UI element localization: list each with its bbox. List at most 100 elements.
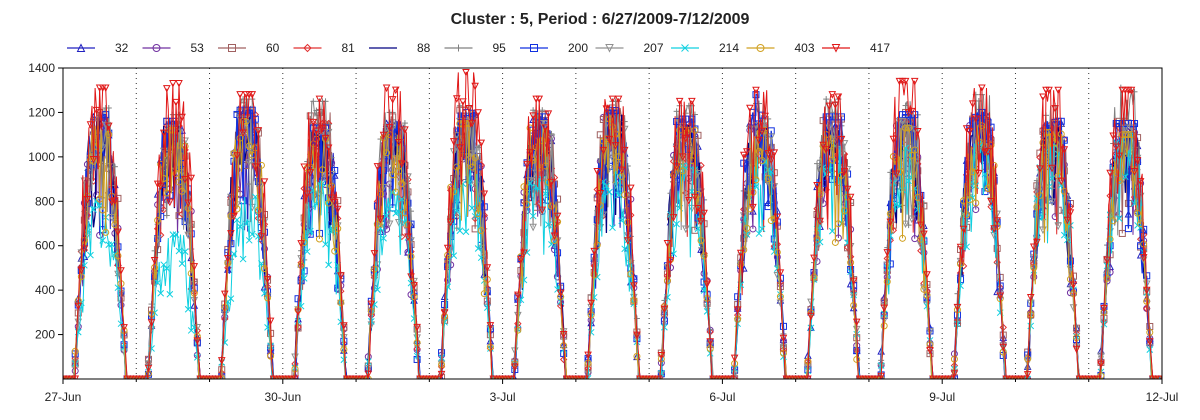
data-point	[899, 186, 906, 194]
data-point	[160, 206, 168, 214]
data-point	[446, 218, 455, 227]
data-point	[1127, 131, 1135, 139]
data-point	[880, 304, 889, 313]
data-point	[758, 127, 766, 136]
data-point	[154, 279, 161, 287]
data-point	[1039, 139, 1047, 147]
data-point	[382, 84, 391, 93]
data-point	[169, 231, 177, 238]
data-point	[227, 230, 235, 238]
data-point	[590, 271, 598, 279]
data-point	[1137, 220, 1145, 228]
legend-label: 200	[568, 41, 588, 55]
data-point	[547, 202, 555, 210]
data-point	[471, 154, 479, 162]
data-point	[584, 351, 592, 360]
data-point	[230, 250, 238, 258]
data-point	[603, 178, 610, 185]
data-point	[620, 125, 629, 134]
data-point	[434, 375, 443, 379]
data-point	[227, 240, 235, 248]
data-point	[599, 211, 608, 220]
data-point	[733, 306, 742, 314]
data-point	[603, 182, 610, 190]
data-point	[959, 225, 968, 234]
legend-item-207: 207	[595, 41, 664, 55]
data-point	[108, 213, 116, 222]
data-point	[1121, 124, 1130, 133]
data-point	[541, 190, 549, 198]
data-point	[331, 247, 339, 255]
chart-title: Cluster : 5, Period : 6/27/2009-7/12/200…	[450, 11, 750, 28]
data-point	[1036, 165, 1044, 173]
data-point	[1106, 235, 1114, 243]
data-point	[452, 95, 461, 103]
data-point	[990, 225, 998, 233]
legend-label: 32	[115, 41, 129, 55]
data-point	[386, 205, 394, 213]
data-point	[367, 300, 376, 309]
data-point	[621, 173, 629, 181]
data-point	[184, 231, 192, 240]
data-point	[978, 84, 986, 93]
data-point	[80, 245, 89, 254]
data-point	[755, 230, 763, 237]
data-point	[1030, 264, 1038, 272]
data-point	[902, 124, 910, 132]
data-point	[87, 251, 94, 259]
data-point	[630, 282, 638, 291]
data-point	[474, 210, 482, 218]
data-point	[904, 125, 913, 133]
data-point	[169, 80, 177, 88]
data-point	[813, 235, 821, 243]
data-point	[841, 207, 849, 215]
x-tick-label: 12-Jul	[1146, 390, 1179, 404]
data-point	[251, 115, 259, 123]
x-tick-label: 3-Jul	[490, 390, 516, 404]
data-point	[120, 344, 128, 351]
data-point	[1064, 236, 1071, 244]
data-point	[1133, 157, 1142, 165]
data-point	[1057, 177, 1066, 186]
y-tick-label: 400	[35, 283, 55, 297]
data-point	[398, 124, 406, 133]
data-point	[666, 257, 675, 266]
data-point	[1033, 177, 1040, 184]
data-point	[1112, 169, 1120, 177]
data-point	[514, 311, 522, 320]
data-point	[227, 193, 235, 202]
plot-frame	[62, 67, 1163, 380]
data-point	[535, 95, 544, 104]
data-point	[541, 120, 550, 128]
data-point	[810, 273, 818, 281]
data-point	[404, 233, 412, 242]
data-point	[907, 215, 916, 224]
legend-label: 417	[870, 41, 890, 55]
data-point	[987, 198, 995, 206]
data-point	[114, 270, 122, 279]
data-point	[877, 362, 885, 369]
data-point	[380, 234, 387, 242]
data-point	[971, 115, 980, 124]
data-point	[746, 205, 754, 213]
data-point	[905, 124, 913, 132]
data-point	[178, 187, 186, 195]
data-point	[548, 130, 555, 137]
data-point	[602, 105, 611, 114]
data-point	[923, 271, 931, 279]
data-point	[114, 252, 122, 260]
data-point	[1131, 120, 1139, 128]
data-point	[804, 375, 812, 379]
data-point	[670, 250, 677, 258]
data-point	[236, 134, 244, 142]
data-point	[901, 77, 910, 86]
data-point	[816, 238, 824, 246]
data-point	[246, 181, 253, 188]
data-point	[90, 206, 97, 213]
data-point	[847, 259, 855, 267]
data-point	[843, 185, 852, 194]
data-point	[1027, 322, 1035, 330]
data-point	[297, 240, 305, 248]
data-point	[776, 293, 784, 301]
data-point	[660, 305, 669, 314]
